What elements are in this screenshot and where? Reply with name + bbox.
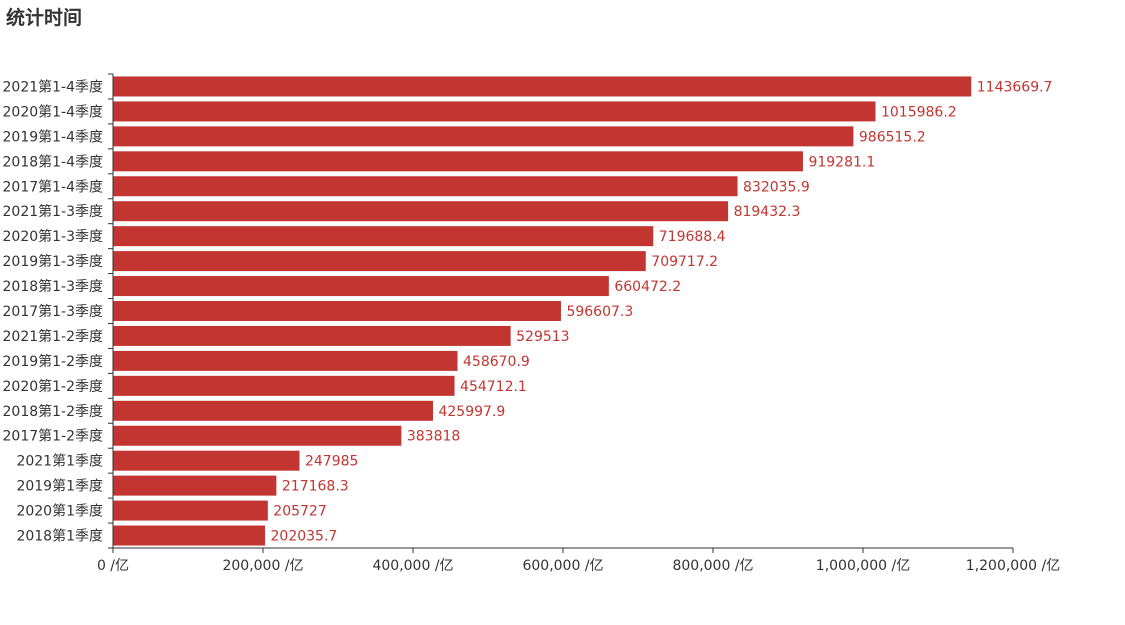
y-tick-label: 2018第1-3季度	[3, 278, 104, 295]
data-label: 596607.3	[566, 304, 633, 320]
y-tick-label: 2017第1-2季度	[3, 428, 104, 445]
bar	[113, 425, 402, 446]
bar	[113, 176, 738, 197]
data-label: 247985	[305, 454, 358, 470]
x-tick-label: 600,000 /亿	[522, 558, 603, 574]
data-label: 919281.1	[808, 154, 875, 170]
data-label: 205727	[273, 504, 326, 520]
y-tick-label: 2021第1-4季度	[3, 78, 104, 95]
y-tick-label: 2020第1-2季度	[3, 378, 104, 395]
y-tick-label: 2017第1-4季度	[3, 178, 104, 195]
bar	[113, 450, 300, 471]
y-tick-label: 2020第1-3季度	[3, 228, 104, 245]
bar	[113, 251, 646, 272]
x-tick-label: 200,000 /亿	[222, 558, 303, 574]
x-tick-label: 1,200,000 /亿	[966, 558, 1060, 574]
bar	[113, 201, 729, 222]
data-label: 529513	[516, 329, 569, 345]
bar	[113, 325, 511, 346]
y-tick-label: 2021第1-3季度	[3, 203, 104, 220]
data-label: 383818	[407, 429, 460, 445]
data-label: 819432.3	[734, 204, 801, 220]
data-label: 986515.2	[859, 129, 926, 145]
data-label: 660472.2	[614, 279, 681, 295]
y-tick-label: 2019第1季度	[16, 478, 103, 495]
bar	[113, 350, 458, 371]
y-tick-label: 2021第1-2季度	[3, 328, 104, 345]
y-tick-label: 2018第1季度	[16, 528, 103, 545]
data-label: 1143669.7	[977, 79, 1053, 95]
y-tick-label: 2020第1-4季度	[3, 103, 104, 120]
bar	[113, 226, 654, 247]
x-tick-label: 400,000 /亿	[372, 558, 453, 574]
bar	[113, 375, 455, 396]
data-label: 202035.7	[271, 529, 338, 545]
data-label: 832035.9	[743, 179, 810, 195]
y-tick-label: 2018第1-2季度	[3, 403, 104, 420]
y-tick-label: 2020第1季度	[16, 503, 103, 520]
data-label: 709717.2	[651, 254, 718, 270]
bar	[113, 151, 803, 172]
data-label: 458670.9	[463, 354, 530, 370]
y-tick-label: 2019第1-4季度	[3, 128, 104, 145]
bar	[113, 301, 561, 321]
y-tick-label: 2021第1季度	[16, 453, 103, 470]
bar	[113, 500, 268, 521]
data-label: 454712.1	[460, 379, 527, 395]
y-tick-label: 2018第1-4季度	[3, 153, 104, 170]
x-tick-label: 800,000 /亿	[672, 558, 753, 574]
data-label: 719688.4	[659, 229, 726, 245]
bar	[113, 475, 277, 496]
bar	[113, 101, 876, 122]
bar	[113, 400, 433, 421]
x-tick-label: 1,000,000 /亿	[816, 558, 910, 574]
data-label: 1015986.2	[881, 104, 957, 120]
x-tick-label: 0 /亿	[97, 558, 129, 574]
chart-title: 统计时间	[6, 7, 83, 29]
bar	[113, 126, 854, 147]
y-tick-label: 2019第1-2季度	[3, 353, 104, 370]
bar	[113, 525, 266, 546]
y-tick-label: 2017第1-3季度	[3, 303, 104, 320]
bar	[113, 276, 609, 297]
data-label: 217168.3	[282, 479, 349, 495]
y-tick-label: 2019第1-3季度	[3, 253, 104, 270]
data-label: 425997.9	[438, 404, 505, 420]
bar	[113, 76, 972, 97]
